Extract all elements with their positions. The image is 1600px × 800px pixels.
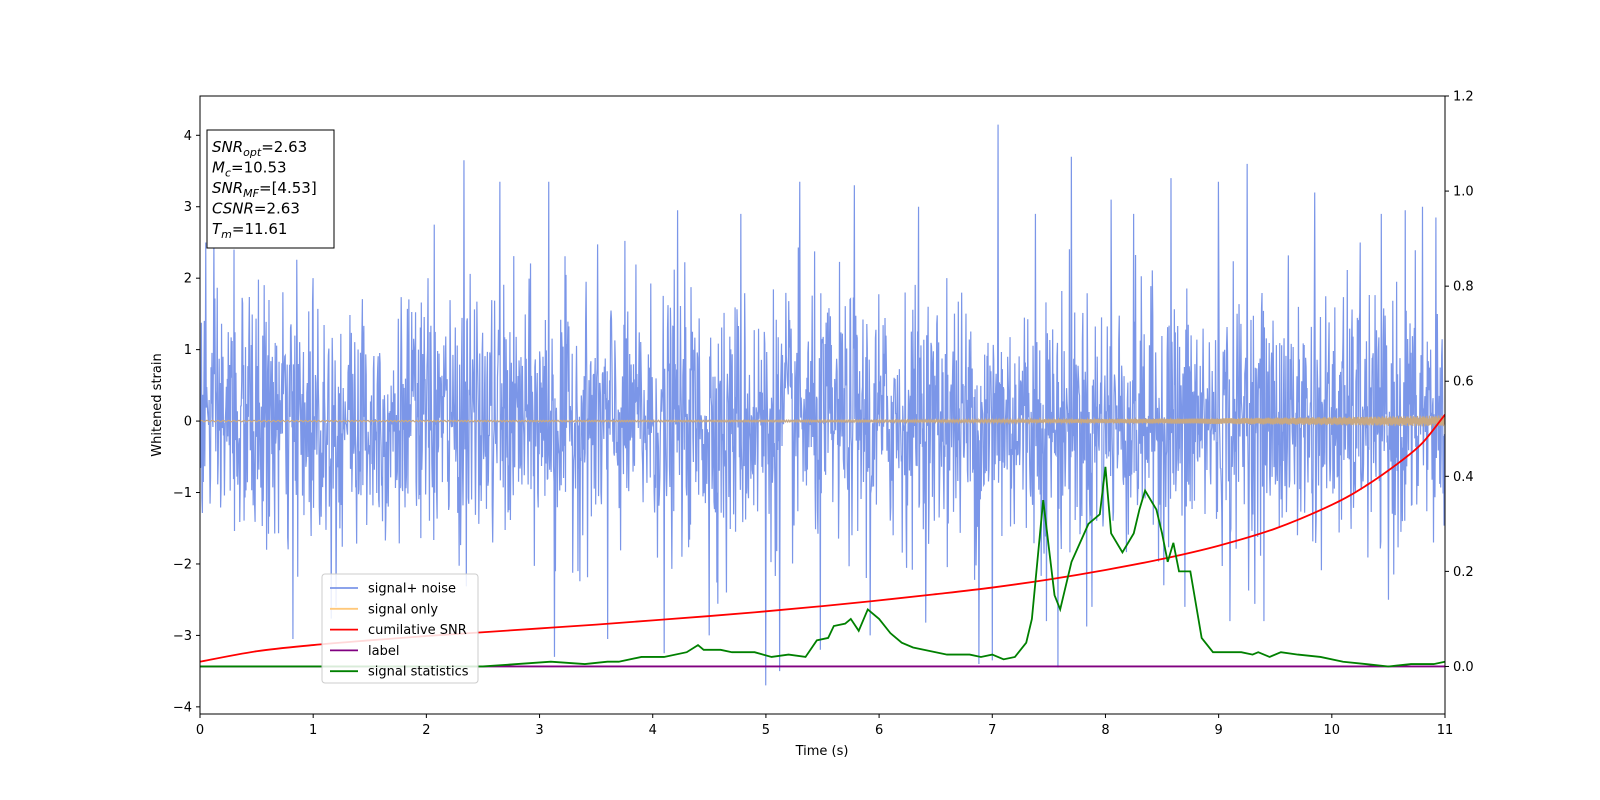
annotation-value: =2.63 — [261, 138, 307, 156]
x-axis: 0 1 2 3 4 5 6 7 8 9 10 11 — [196, 714, 1453, 738]
legend-label-cumilative-snr: cumilative SNR — [368, 623, 467, 638]
legend-label-label: label — [368, 644, 399, 659]
y-axis-left-label: Whitened strain — [150, 353, 165, 456]
y-left-tick-label: 1 — [184, 343, 192, 358]
y-left-tick-label: 0 — [184, 415, 192, 430]
annotation-variable: T — [212, 220, 223, 238]
annotation-line: Mc=10.53 — [212, 159, 287, 180]
annotation-variable: SNR — [212, 138, 243, 156]
legend: signal+ noise signal only cumilative SNR la… — [321, 573, 479, 684]
x-tick-label: 6 — [875, 723, 883, 738]
x-tick-label: 7 — [988, 723, 996, 738]
annotation-value: =10.53 — [231, 159, 287, 177]
x-tick-label: 9 — [1214, 723, 1222, 738]
annotation-line: SNRopt=2.63 — [212, 138, 307, 159]
y-left-tick-label: −3 — [173, 629, 192, 644]
y-right-tick-label: 0.4 — [1453, 470, 1474, 485]
annotation-line: SNRMF=[4.53] — [212, 179, 317, 200]
annotation-value: =11.61 — [232, 220, 288, 238]
legend-label-signal-noise: signal+ noise — [368, 582, 456, 597]
annotation-frame — [206, 129, 335, 249]
series-signal-statistics-line — [200, 466, 1445, 668]
y-right-tick-label: 0.6 — [1453, 375, 1474, 390]
legend-label-signal-only: signal only — [368, 602, 438, 617]
y-left-tick-label: 3 — [184, 200, 192, 215]
parameter-annotation-box: SNRopt=2.63Mc=10.53SNRMF=[4.53]CSNR=2.63… — [206, 129, 335, 249]
x-axis-label: Time (s) — [795, 744, 849, 759]
x-tick-label: 2 — [422, 723, 430, 738]
annotation-subscript: MF — [243, 187, 259, 200]
y-left-tick-label: −1 — [173, 486, 192, 501]
y-axis-left: −4 −3 −2 −1 0 1 2 3 4 — [173, 129, 200, 715]
y-left-tick-label: −2 — [173, 557, 192, 572]
annotation-value: =[4.53] — [259, 179, 317, 197]
y-right-tick-label: 1.0 — [1453, 185, 1474, 200]
plot-frame — [199, 95, 1446, 715]
x-tick-label: 1 — [309, 723, 317, 738]
x-tick-label: 4 — [649, 723, 657, 738]
y-axis-right: 0.0 0.2 0.4 0.6 0.8 1.0 1.2 — [1445, 90, 1474, 675]
annotation-line: Tm=11.61 — [212, 220, 287, 241]
y-left-tick-label: 4 — [184, 129, 192, 144]
y-right-tick-label: 0.0 — [1453, 660, 1474, 675]
y-left-tick-label: −4 — [173, 700, 192, 715]
annotation-subscript: opt — [243, 146, 262, 159]
y-right-tick-label: 1.2 — [1453, 90, 1474, 105]
annotation-variable: SNR — [212, 179, 243, 197]
x-tick-label: 10 — [1324, 723, 1341, 738]
y-right-tick-label: 0.8 — [1453, 280, 1474, 295]
legend-label-signal-statistics: signal statistics — [368, 665, 469, 680]
annotation-variable: M — [212, 159, 225, 177]
y-left-tick-label: 2 — [184, 272, 192, 287]
legend-frame — [321, 573, 479, 684]
x-tick-label: 11 — [1437, 723, 1454, 738]
series-signal-only-line — [200, 415, 1445, 427]
annotation-variable: CSNR — [212, 200, 254, 218]
x-tick-label: 8 — [1101, 723, 1109, 738]
annotation-line: CSNR=2.63 — [212, 200, 300, 218]
x-tick-label: 0 — [196, 723, 204, 738]
x-tick-label: 3 — [535, 723, 543, 738]
annotation-subscript: c — [225, 167, 231, 180]
y-right-tick-label: 0.2 — [1453, 565, 1474, 580]
series-signal-noise-line — [200, 124, 1445, 686]
annotation-subscript: m — [221, 228, 232, 241]
x-tick-label: 5 — [762, 723, 770, 738]
annotation-value: =2.63 — [254, 200, 300, 218]
